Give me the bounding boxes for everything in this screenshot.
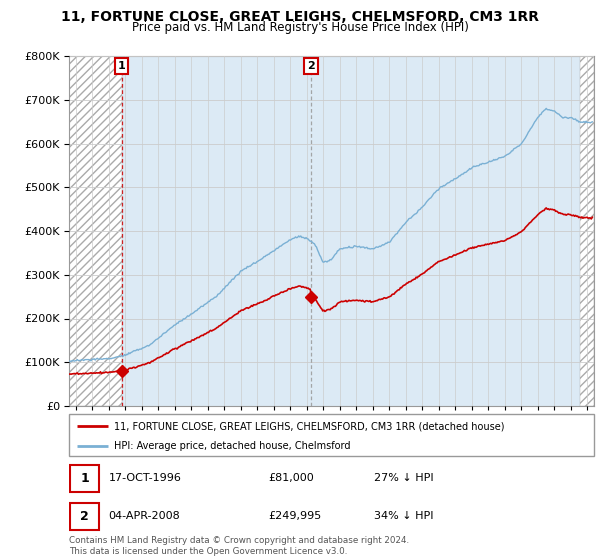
Text: HPI: Average price, detached house, Chelmsford: HPI: Average price, detached house, Chel… [113,441,350,451]
Text: 1: 1 [118,61,126,71]
Text: 11, FORTUNE CLOSE, GREAT LEIGHS, CHELMSFORD, CM3 1RR: 11, FORTUNE CLOSE, GREAT LEIGHS, CHELMSF… [61,10,539,24]
Text: 11, FORTUNE CLOSE, GREAT LEIGHS, CHELMSFORD, CM3 1RR (detached house): 11, FORTUNE CLOSE, GREAT LEIGHS, CHELMSF… [113,421,504,431]
Bar [122,56,580,406]
Text: 1: 1 [80,472,89,485]
Text: £249,995: £249,995 [269,511,322,521]
Bar [69,56,122,406]
Text: Price paid vs. HM Land Registry's House Price Index (HPI): Price paid vs. HM Land Registry's House … [131,21,469,34]
FancyBboxPatch shape [69,414,594,456]
Text: £81,000: £81,000 [269,473,314,483]
Text: 04-APR-2008: 04-APR-2008 [109,511,180,521]
Text: 27% ↓ HPI: 27% ↓ HPI [373,473,433,483]
Bar [580,56,594,406]
Text: 17-OCT-1996: 17-OCT-1996 [109,473,181,483]
Text: 34% ↓ HPI: 34% ↓ HPI [373,511,433,521]
Text: 2: 2 [307,61,315,71]
FancyBboxPatch shape [70,503,99,530]
FancyBboxPatch shape [70,465,99,492]
Text: Contains HM Land Registry data © Crown copyright and database right 2024.
This d: Contains HM Land Registry data © Crown c… [69,536,409,556]
Text: 2: 2 [80,510,89,522]
